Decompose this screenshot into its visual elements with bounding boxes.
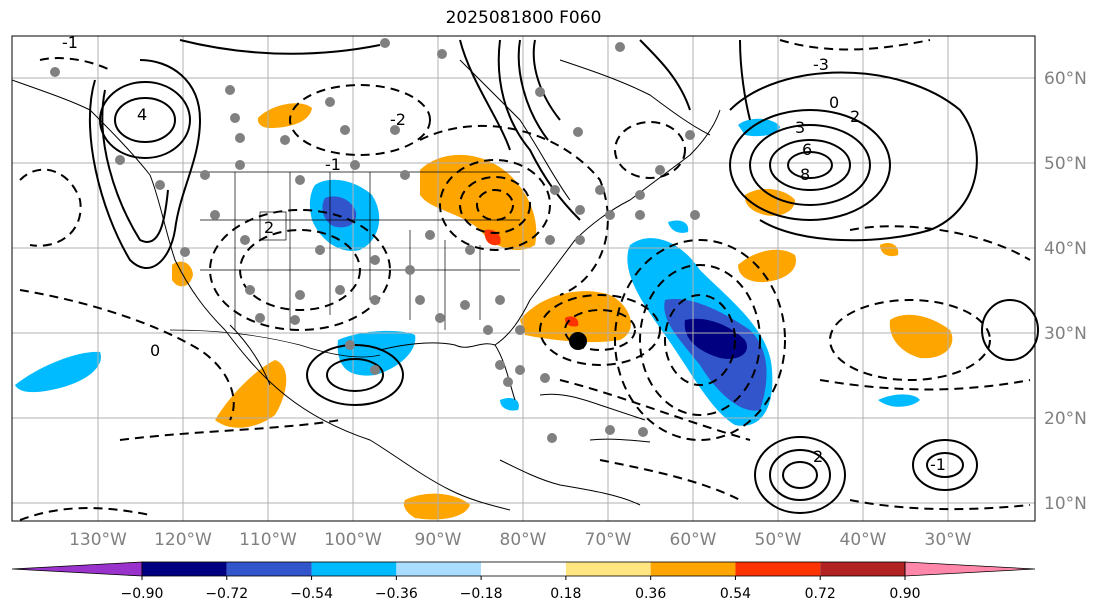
contour-label: -3 bbox=[813, 55, 829, 74]
red-region-southeast bbox=[564, 316, 579, 327]
orange-region-atlantic-mid bbox=[880, 243, 899, 257]
colorbar-tick-label: 0.36 bbox=[635, 586, 666, 602]
contour-label: 2 bbox=[850, 107, 860, 126]
contour-label: 0 bbox=[829, 93, 839, 112]
orange-region-atlantic-east bbox=[738, 249, 796, 283]
longitude-labels: 130°W 120°W 110°W 100°W 90°W 80°W 70°W 6… bbox=[69, 530, 972, 550]
lon-label: 90°W bbox=[415, 530, 462, 550]
lon-label: 30°W bbox=[925, 530, 972, 550]
lat-label: 40°N bbox=[1044, 239, 1087, 259]
colorbar-bin bbox=[396, 562, 482, 576]
colorbar-tick-label: −0.36 bbox=[375, 586, 418, 602]
map-area: -1 2 -2 4 -3 3 2 6 8 0 0 -1 2 -1 bbox=[11, 33, 1039, 522]
orange-region-mid-atlantic bbox=[744, 188, 795, 216]
contours-dashed bbox=[19, 39, 1031, 521]
contour-label: -1 bbox=[62, 33, 78, 52]
orange-region-great-lakes bbox=[420, 154, 537, 250]
colorbar: −0.90 −0.72 −0.54 −0.36 −0.18 0.18 0.36 0.54 0.7… bbox=[11, 561, 1036, 602]
colorbar-tick-label: −0.90 bbox=[121, 586, 164, 602]
latitude-labels: 60°N 50°N 40°N 30°N 20°N 10°N bbox=[1044, 69, 1087, 514]
lon-label: 120°W bbox=[154, 530, 212, 550]
lon-label: 70°W bbox=[585, 530, 632, 550]
colorbar-bin bbox=[820, 562, 905, 576]
navy-region-atlantic bbox=[684, 318, 748, 359]
colorbar-bin bbox=[481, 562, 566, 576]
colorbar-tick-label: 0.72 bbox=[805, 586, 836, 602]
lat-label: 30°N bbox=[1044, 324, 1087, 344]
contour-label: 6 bbox=[802, 140, 812, 159]
contour-label: 2 bbox=[813, 447, 823, 466]
contour-labels: -1 2 -2 4 -3 3 2 6 8 0 0 -1 2 -1 bbox=[62, 33, 946, 474]
colorbar-bin bbox=[311, 562, 397, 576]
contours bbox=[88, 39, 1039, 514]
blue-region-small-2 bbox=[668, 220, 689, 233]
map-title: 2025081800 F060 bbox=[445, 8, 602, 28]
storm-center-marker bbox=[569, 332, 587, 350]
orange-region-east-atlantic bbox=[889, 314, 953, 359]
colorbar-bin bbox=[226, 562, 312, 576]
lat-label: 50°N bbox=[1044, 154, 1087, 174]
colorbar-extend-high bbox=[904, 561, 1036, 577]
contour-label: -1 bbox=[325, 155, 341, 174]
colorbar-tick-label: 0.18 bbox=[550, 586, 581, 602]
blue-region-pacific bbox=[15, 351, 101, 393]
coastlines bbox=[11, 59, 721, 511]
contour-label: -2 bbox=[390, 110, 406, 129]
contour-label: 8 bbox=[800, 165, 810, 184]
colorbar-bin bbox=[735, 562, 821, 576]
orange-region-canada bbox=[257, 103, 312, 128]
lon-label: 110°W bbox=[239, 530, 297, 550]
colorbar-bin bbox=[650, 562, 736, 576]
colorbar-tick-label: 0.90 bbox=[889, 586, 920, 602]
contour-label: -1 bbox=[930, 455, 946, 474]
lat-label: 10°N bbox=[1044, 494, 1087, 514]
contour-label: 0 bbox=[150, 341, 160, 360]
blue-region-mexico bbox=[337, 330, 416, 376]
lon-label: 100°W bbox=[324, 530, 382, 550]
contour-label: 2 bbox=[264, 218, 274, 237]
colorbar-tick-label: 0.54 bbox=[720, 586, 751, 602]
colorbar-bin bbox=[142, 562, 227, 576]
shaded-regions bbox=[15, 103, 953, 520]
station-dots bbox=[50, 38, 700, 443]
colorbar-tick-label: −0.54 bbox=[290, 586, 333, 602]
colorbar-tick-label: −0.72 bbox=[205, 586, 248, 602]
contour-label: 3 bbox=[795, 118, 805, 137]
lon-label: 50°W bbox=[755, 530, 802, 550]
lon-label: 40°W bbox=[840, 530, 887, 550]
orange-region-caribbean bbox=[403, 493, 470, 520]
colorbar-bin bbox=[565, 562, 651, 576]
lon-label: 60°W bbox=[670, 530, 717, 550]
blue-region-small bbox=[500, 398, 519, 411]
colorbar-tick-label: −0.18 bbox=[460, 586, 503, 602]
lat-label: 20°N bbox=[1044, 409, 1087, 429]
colorbar-extend-low bbox=[11, 561, 143, 577]
blue-region-canada bbox=[738, 118, 780, 137]
lon-label: 130°W bbox=[69, 530, 127, 550]
contour-label: 4 bbox=[137, 105, 147, 124]
lat-label: 60°N bbox=[1044, 69, 1087, 89]
blue-region-south bbox=[878, 394, 920, 407]
lon-label: 80°W bbox=[500, 530, 547, 550]
